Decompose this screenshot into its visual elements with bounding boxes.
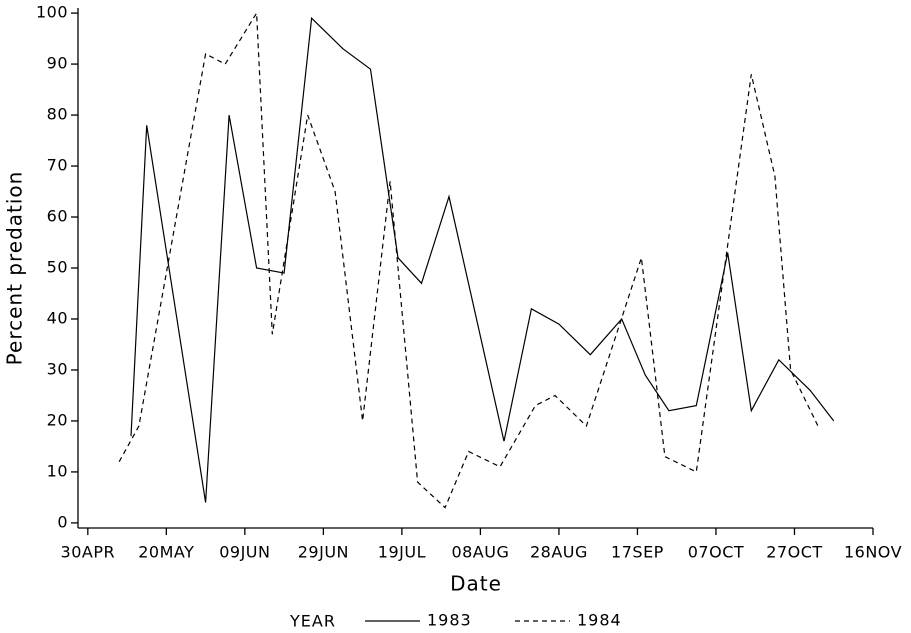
x-tick-label: 17SEP bbox=[611, 543, 664, 562]
y-tick-label: 0 bbox=[57, 512, 68, 531]
data-line bbox=[118, 11, 819, 509]
y-tick-label: 100 bbox=[36, 3, 68, 22]
x-tick-label: 19JUL bbox=[378, 543, 426, 562]
legend-label: 1983 bbox=[427, 611, 472, 630]
y-tick-label: 70 bbox=[47, 156, 68, 175]
y-axis-label: Percent predation bbox=[3, 171, 27, 366]
x-tick-label: 20MAY bbox=[138, 543, 194, 562]
y-tick-label: 20 bbox=[47, 410, 68, 429]
y-tick-label: 80 bbox=[47, 105, 68, 124]
x-tick-label: 07OCT bbox=[688, 543, 744, 562]
x-tick-label: 28AUG bbox=[530, 543, 588, 562]
data-line bbox=[130, 16, 835, 503]
y-tick-label: 90 bbox=[47, 54, 68, 73]
x-tick-label: 27OCT bbox=[766, 543, 822, 562]
y-tick-label: 60 bbox=[47, 207, 68, 226]
x-axis-label: Date bbox=[450, 572, 502, 596]
y-tick-label: 10 bbox=[47, 461, 68, 480]
y-tick-label: 30 bbox=[47, 359, 68, 378]
x-tick-label: 29JUN bbox=[298, 543, 349, 562]
legend-label: 1984 bbox=[577, 611, 622, 630]
y-tick-label: 50 bbox=[47, 258, 68, 277]
x-tick-label: 30APR bbox=[61, 543, 116, 562]
x-tick-label: 16NOV bbox=[844, 543, 902, 562]
x-tick-label: 09JUN bbox=[219, 543, 270, 562]
x-tick-label: 08AUG bbox=[451, 543, 509, 562]
legend-title: YEAR bbox=[289, 612, 336, 631]
y-tick-label: 40 bbox=[47, 308, 68, 327]
